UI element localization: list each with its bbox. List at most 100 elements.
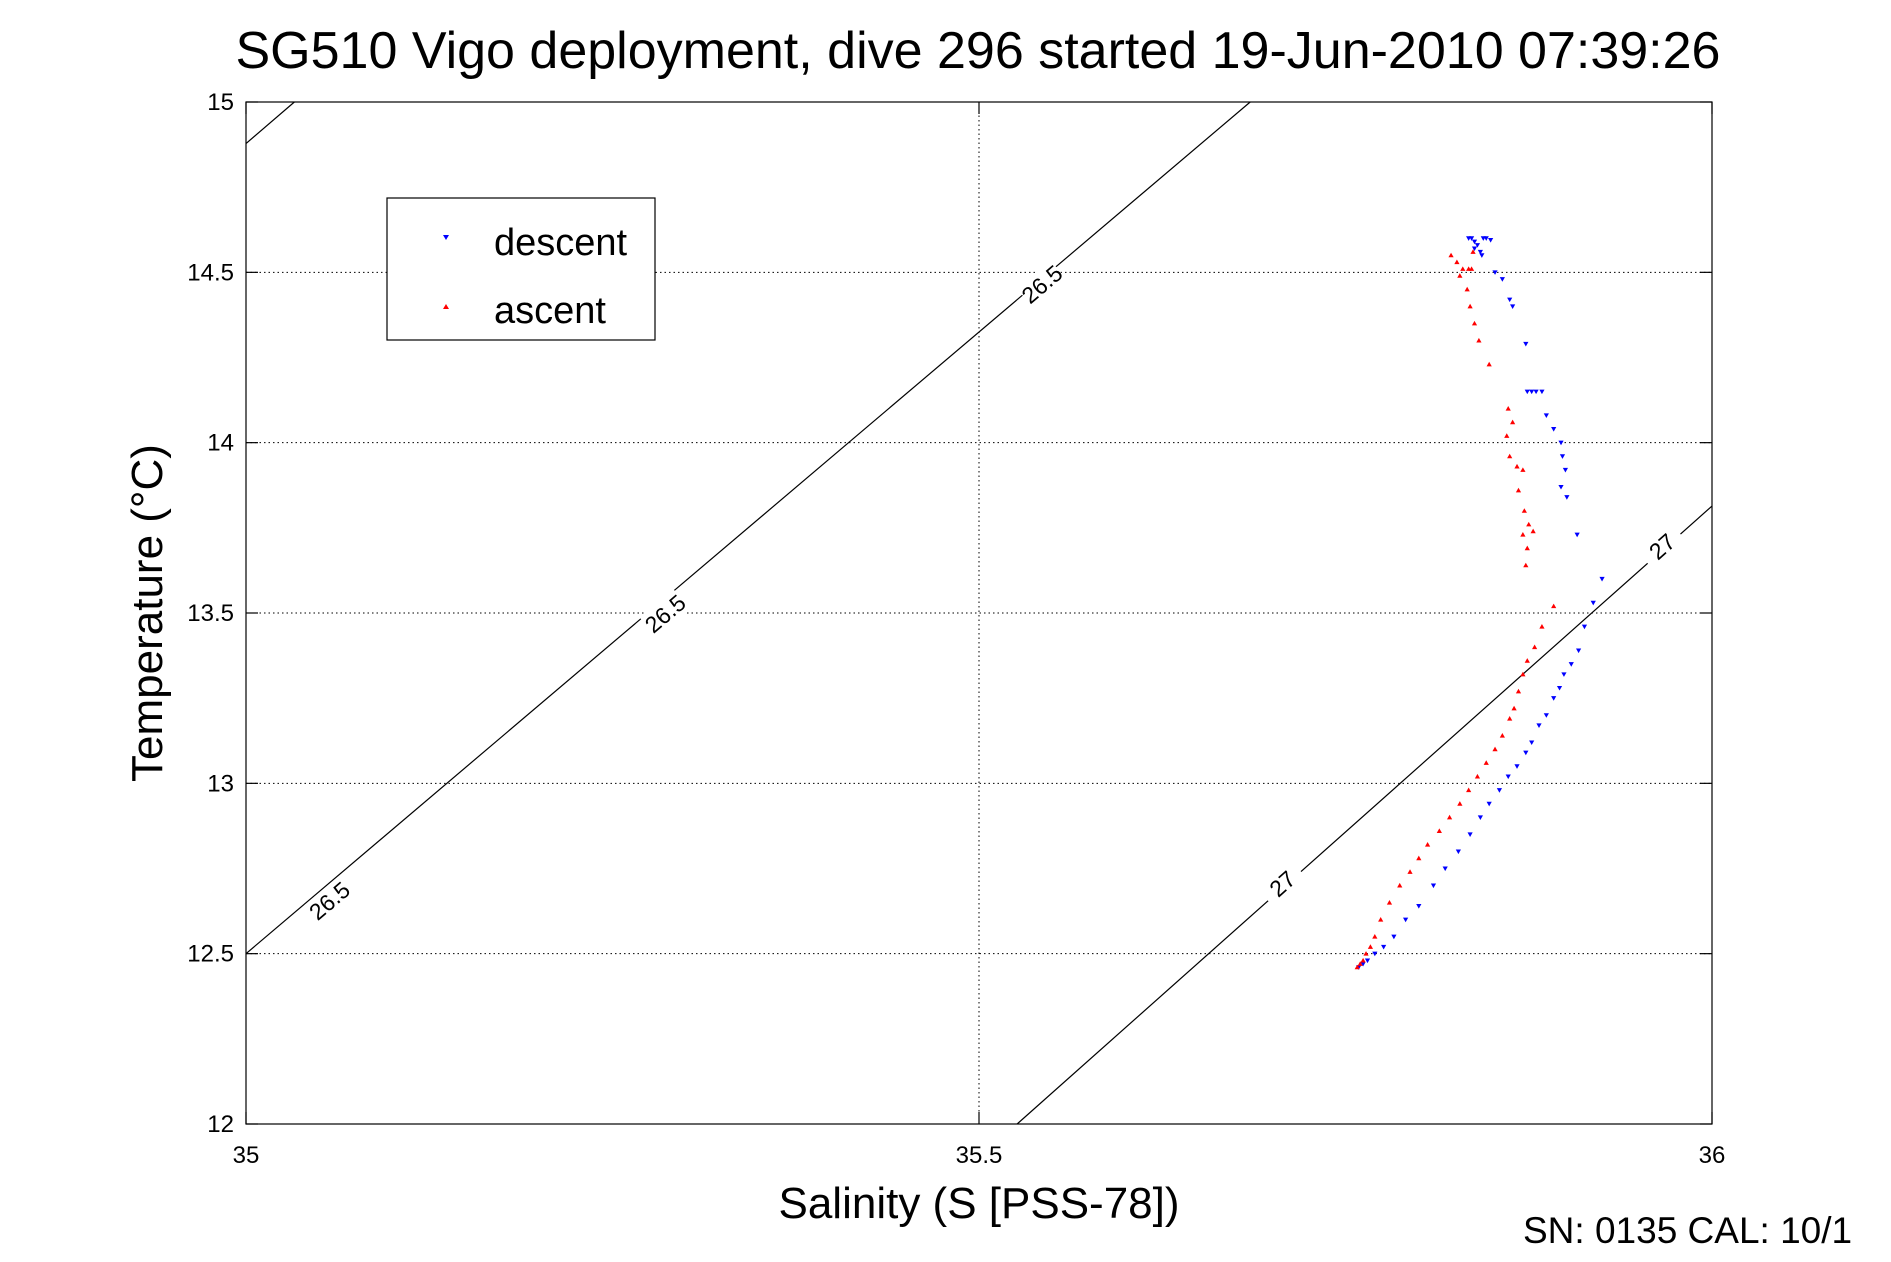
- ascent-marker: [1507, 453, 1513, 459]
- descent-marker: [1492, 270, 1498, 275]
- axis-ticks: 35 35.5 36 12 12.5 13 13.5 14 14.5 15: [187, 89, 1725, 1169]
- descent-marker: [1505, 774, 1511, 780]
- descent-marker: [1559, 454, 1566, 459]
- descent-marker: [1590, 600, 1596, 606]
- ascent-marker: [1520, 467, 1526, 472]
- ascent-marker: [1386, 899, 1393, 905]
- y-tick-label: 14.5: [187, 259, 234, 286]
- contour-line: [245, 101, 1251, 955]
- descent-marker: [1474, 243, 1481, 248]
- descent-marker: [1536, 723, 1542, 729]
- ascent-marker: [1448, 252, 1454, 258]
- descent-marker: [1403, 917, 1409, 923]
- descent-marker: [1523, 750, 1529, 756]
- descent-marker: [1455, 849, 1461, 855]
- ascent-marker: [1471, 320, 1478, 326]
- descent-marker: [1442, 866, 1448, 872]
- ascent-marker: [1504, 433, 1510, 438]
- x-tick-label: 36: [1699, 1142, 1726, 1169]
- ascent-marker: [1523, 562, 1529, 568]
- descent-marker: [1575, 648, 1582, 654]
- data-series: [1354, 236, 1605, 970]
- descent-marker: [1381, 944, 1387, 950]
- descent-marker: [1510, 304, 1516, 309]
- descent-marker: [1479, 253, 1485, 258]
- descent-marker: [1562, 467, 1568, 473]
- y-tick-label: 13: [207, 770, 234, 797]
- y-tick-label: 13.5: [187, 600, 234, 627]
- descent-marker: [1477, 249, 1483, 255]
- y-tick-label: 12.5: [187, 941, 234, 968]
- descent-marker: [1581, 624, 1588, 630]
- ascent-marker: [1466, 787, 1472, 793]
- ascent-marker: [1457, 273, 1463, 278]
- contour-label-background: [1016, 260, 1068, 309]
- descent-marker: [1471, 246, 1478, 252]
- ascent-marker: [1446, 814, 1453, 820]
- ascent-marker: [1407, 869, 1413, 874]
- ascent-marker: [1539, 624, 1545, 629]
- legend-marker-descent: [443, 235, 449, 240]
- y-axis-label: Temperature (°C): [123, 444, 172, 782]
- ascent-marker: [1468, 266, 1475, 271]
- ascent-marker: [1363, 951, 1369, 956]
- x-tick-label: 35.5: [956, 1142, 1003, 1169]
- ascent-marker: [1551, 603, 1557, 609]
- footer-serial-cal: SN: 0135 CAL: 10/1: [1523, 1210, 1853, 1251]
- descent-marker: [1564, 495, 1570, 500]
- legend-label-ascent: ascent: [494, 290, 606, 332]
- descent-marker: [1360, 961, 1366, 967]
- ascent-marker: [1524, 658, 1530, 663]
- descent-marker: [1364, 958, 1371, 964]
- ascent-marker: [1424, 842, 1431, 847]
- legend-marker-ascent: [443, 304, 449, 309]
- y-tick-label: 14: [207, 430, 234, 457]
- descent-marker: [1514, 764, 1520, 769]
- contour-label-background: [304, 876, 355, 926]
- descent-marker: [1523, 341, 1529, 347]
- ascent-marker: [1454, 259, 1460, 265]
- descent-marker: [1551, 696, 1557, 701]
- ascent-marker: [1360, 957, 1366, 963]
- ascent-marker: [1532, 644, 1538, 650]
- legend: descent ascent: [386, 197, 656, 341]
- descent-marker: [1486, 801, 1492, 807]
- contour-label-background: [1257, 859, 1308, 909]
- contour-label-background: [1637, 522, 1688, 571]
- descent-marker: [1556, 685, 1563, 691]
- ascent-marker: [1499, 733, 1505, 738]
- descent-marker: [1543, 713, 1549, 718]
- descent-marker: [1499, 277, 1505, 282]
- ascent-marker: [1436, 828, 1442, 834]
- descent-marker: [1430, 883, 1437, 889]
- descent-marker: [1524, 389, 1530, 395]
- ascent-marker: [1483, 760, 1489, 765]
- ascent-marker: [1510, 419, 1516, 425]
- descent-marker: [1372, 951, 1378, 957]
- ascent-marker: [1530, 528, 1536, 534]
- ascent-marker: [1511, 705, 1517, 711]
- ascent-marker: [1460, 266, 1466, 271]
- ascent-marker: [1378, 917, 1384, 922]
- descent-marker: [1468, 236, 1475, 241]
- descent-marker: [1488, 237, 1494, 243]
- ascent-marker: [1474, 773, 1481, 779]
- y-tick-label: 12: [207, 1111, 234, 1138]
- contour-label-background: [640, 589, 691, 638]
- descent-marker: [1477, 815, 1483, 820]
- descent-marker: [1551, 427, 1557, 432]
- descent-marker: [1558, 440, 1564, 446]
- descent-marker: [1507, 297, 1513, 303]
- descent-marker: [1483, 236, 1489, 241]
- chart-title: SG510 Vigo deployment, dive 296 started …: [236, 22, 1721, 80]
- descent-marker: [1496, 788, 1503, 793]
- ascent-marker: [1505, 406, 1511, 411]
- descent-marker: [1539, 389, 1545, 395]
- ascent-marker: [1470, 249, 1476, 254]
- ascent-marker: [1515, 487, 1522, 493]
- descent-marker: [1599, 576, 1605, 582]
- legend-box: [386, 197, 656, 341]
- descent-marker: [1574, 532, 1580, 538]
